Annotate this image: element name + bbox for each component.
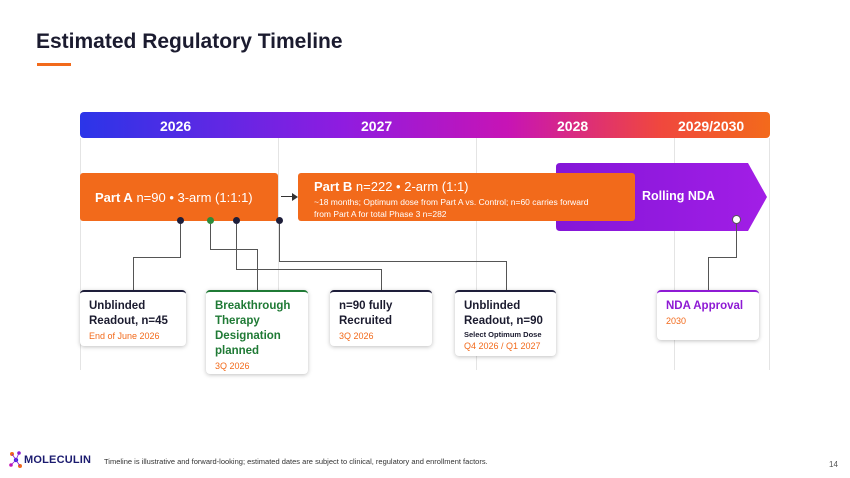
page-number: 14 [829, 460, 838, 469]
milestone-date: End of June 2026 [89, 331, 160, 341]
connector [708, 257, 709, 290]
gridline [80, 138, 81, 370]
gridline [476, 138, 477, 370]
milestone-card: Breakthrough Therapy Designation planned… [206, 290, 308, 374]
company-logo-text: MOLECULIN [24, 454, 92, 466]
gridline [674, 138, 675, 370]
connector [133, 257, 181, 258]
milestone-subtext: Select Optimum Dose [464, 330, 542, 339]
year-label-2026: 2026 [160, 118, 192, 134]
milestone-card: Unblinded Readout, n=90 Select Optimum D… [455, 290, 556, 356]
connector [210, 249, 258, 250]
connector [279, 261, 507, 262]
year-label-2029-2030: 2029/2030 [678, 118, 745, 134]
connector [180, 224, 181, 258]
milestone-dot [276, 217, 283, 224]
arrow-right-icon [292, 193, 298, 201]
year-label-2027: 2027 [361, 118, 393, 134]
milestone-heading: n=90 fully Recruited [339, 300, 393, 327]
rolling-nda-label: Rolling NDA [642, 189, 715, 203]
part-a-bar: Part A n=90 • 3-arm (1:1:1) [80, 173, 278, 221]
milestone-heading: Unblinded Readout, n=45 [89, 300, 168, 327]
connector [381, 269, 382, 290]
part-arrow-line [281, 196, 293, 197]
year-bar [80, 112, 770, 138]
milestone-dot [233, 217, 240, 224]
gridline [278, 138, 279, 370]
footer-disclaimer: Timeline is illustrative and forward-loo… [104, 457, 488, 466]
connector [236, 269, 382, 270]
connector [506, 261, 507, 290]
milestone-card: n=90 fully Recruited 3Q 2026 [330, 290, 432, 346]
part-b-bar: Part B n=222 • 2-arm (1:1) ~18 months; O… [298, 173, 635, 221]
milestone-card: Unblinded Readout, n=45 End of June 2026 [80, 290, 186, 346]
milestone-dot [177, 217, 184, 224]
title-underline [37, 63, 71, 66]
milestone-heading: Unblinded Readout, n=90 [464, 300, 543, 327]
part-a-detail: n=90 • 3-arm (1:1:1) [136, 189, 253, 205]
milestone-date: 3Q 2026 [339, 331, 374, 341]
milestone-heading: Breakthrough Therapy Designation planned [215, 300, 291, 357]
connector [708, 257, 737, 258]
milestone-dot-green [207, 217, 214, 224]
milestone-date: 2030 [666, 316, 687, 326]
connector [736, 223, 737, 258]
connector [236, 224, 237, 270]
page-title: Estimated Regulatory Timeline [36, 30, 343, 53]
connector [210, 224, 211, 250]
part-b-detail: n=222 • 2-arm (1:1) [355, 179, 469, 194]
year-label-2028: 2028 [557, 118, 589, 134]
part-b-label: Part B [314, 179, 353, 194]
milestone-heading: NDA Approval [666, 300, 744, 312]
part-a-label: Part A [95, 189, 133, 205]
milestone-card: NDA Approval 2030 [657, 290, 759, 340]
milestone-date: 3Q 2026 [215, 361, 250, 371]
part-b-note: ~18 months; Optimum dose from Part A vs.… [314, 197, 589, 219]
molecule-logo-icon [9, 451, 22, 468]
milestone-date: Q4 2026 / Q1 2027 [464, 341, 541, 351]
connector [133, 257, 134, 290]
gridline [769, 138, 770, 370]
connector [279, 224, 280, 262]
